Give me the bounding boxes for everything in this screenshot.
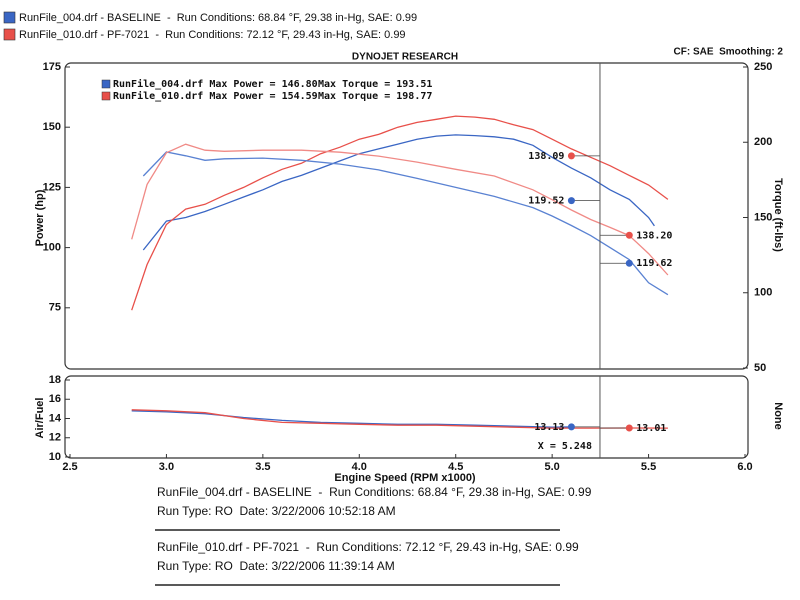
y2-axis-label: Torque (ft-lbs) bbox=[772, 178, 784, 252]
header-run: RunFile_004.drf - BASELINE - Run Conditi… bbox=[19, 12, 417, 24]
marker-label: 13.13 bbox=[534, 422, 564, 433]
footer-line: RunFile_004.drf - BASELINE - Run Conditi… bbox=[157, 485, 592, 499]
series-line bbox=[131, 410, 572, 428]
y-tick-label: 12 bbox=[49, 432, 61, 444]
marker-label: 13.01 bbox=[636, 423, 666, 434]
y-tick-label: 175 bbox=[43, 61, 61, 73]
x-tick-label: 4.5 bbox=[448, 461, 463, 473]
y-tick-label: 150 bbox=[43, 121, 61, 133]
series-line bbox=[142, 134, 655, 251]
marker-dot bbox=[567, 197, 575, 205]
main-frame bbox=[64, 62, 749, 370]
y-tick-label: 75 bbox=[49, 302, 61, 314]
footer-line: RunFile_010.drf - PF-7021 - Run Conditio… bbox=[157, 540, 579, 554]
y-tick-label: 16 bbox=[49, 393, 61, 405]
footer-line: Run Type: RO Date: 3/22/2006 11:39:14 AM bbox=[157, 559, 395, 573]
x-tick-label: 5.0 bbox=[544, 461, 559, 473]
series-line bbox=[131, 115, 669, 311]
legend-text: Max Torque = 198.77 bbox=[318, 91, 432, 102]
y-tick-label: 10 bbox=[49, 451, 61, 463]
marker-dot bbox=[625, 259, 633, 267]
y-tick-label: 14 bbox=[49, 412, 62, 424]
cursor-label: X = 5.248 bbox=[538, 441, 592, 452]
y2-tick-label: 150 bbox=[754, 211, 772, 223]
marker-label: 138.09 bbox=[528, 151, 564, 162]
af-y2-axis-label: None bbox=[772, 402, 784, 430]
marker-label: 119.52 bbox=[528, 196, 564, 207]
y2-tick-label: 50 bbox=[754, 362, 766, 374]
x-axis-label: Engine Speed (RPM x1000) bbox=[334, 472, 476, 484]
series-line bbox=[131, 409, 668, 429]
marker-dot bbox=[567, 423, 575, 431]
legend-text: RunFile_010.drf Max Power = 154.59 bbox=[113, 90, 318, 102]
af-axis-label: Air/Fuel bbox=[34, 398, 46, 439]
y-tick-label: 125 bbox=[43, 181, 61, 193]
corner-text: CF: SAE Smoothing: 2 bbox=[674, 47, 784, 58]
x-tick-label: 6.0 bbox=[737, 461, 752, 473]
chart-title: DYNOJET RESEARCH bbox=[352, 52, 458, 63]
y-tick-label: 100 bbox=[43, 242, 61, 254]
legend-text: RunFile_004.drf Max Power = 146.80 bbox=[113, 78, 318, 90]
y-axis-label: Power (hp) bbox=[34, 189, 46, 246]
y2-tick-label: 250 bbox=[754, 61, 772, 73]
x-tick-label: 2.5 bbox=[62, 461, 77, 473]
x-tick-label: 3.5 bbox=[255, 461, 270, 473]
y-tick-label: 18 bbox=[49, 374, 61, 386]
marker-dot bbox=[625, 231, 633, 239]
legend-text: Max Torque = 193.51 bbox=[318, 79, 432, 90]
marker-dot bbox=[625, 424, 633, 432]
header-run: RunFile_010.drf - PF-7021 - Run Conditio… bbox=[19, 29, 406, 41]
x-tick-label: 5.5 bbox=[641, 461, 656, 473]
af-frame bbox=[64, 375, 749, 459]
x-tick-label: 3.0 bbox=[159, 461, 174, 473]
x-tick-label: 4.0 bbox=[352, 461, 367, 473]
legend-swatch bbox=[101, 79, 111, 89]
legend-swatch bbox=[3, 11, 16, 24]
y2-tick-label: 100 bbox=[754, 287, 772, 299]
marker-dot bbox=[567, 152, 575, 160]
legend-swatch bbox=[101, 91, 111, 101]
marker-label: 138.20 bbox=[636, 230, 672, 241]
marker-label: 119.62 bbox=[636, 258, 672, 269]
y2-tick-label: 200 bbox=[754, 136, 772, 148]
series-line bbox=[131, 143, 669, 276]
legend-swatch bbox=[3, 28, 16, 41]
footer-line: Run Type: RO Date: 3/22/2006 10:52:18 AM bbox=[157, 504, 396, 518]
series-line bbox=[142, 151, 669, 296]
